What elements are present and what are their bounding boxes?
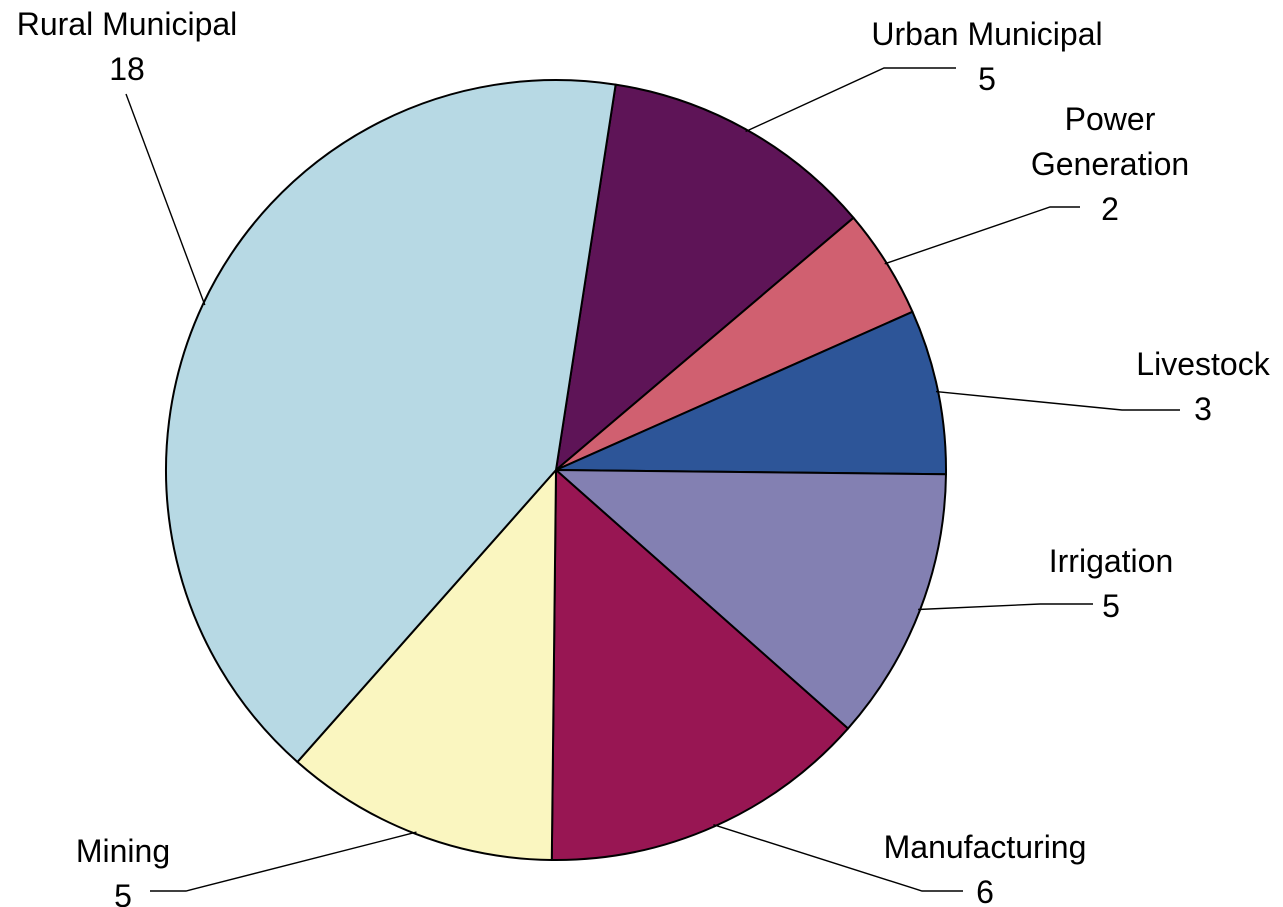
slice-label-irrigation: Irrigation <box>1049 543 1174 579</box>
pie-slice-rural-municipal <box>165 79 617 763</box>
leader-line-manufacturing <box>713 824 963 892</box>
leader-line-mining <box>150 831 417 892</box>
leader-line-power-generation <box>884 206 1080 265</box>
slice-label-rural-municipal: Rural Municipal <box>17 6 238 42</box>
slice-value-manufacturing: 6 <box>976 874 994 907</box>
slice-value-livestock: 3 <box>1194 391 1212 427</box>
leader-line-irrigation <box>918 603 1093 611</box>
leader-line-livestock <box>935 390 1180 411</box>
slice-labels: Urban Municipal 5 Power Generation 2 Livestoc… <box>17 6 1271 907</box>
slice-value-irrigation: 5 <box>1102 588 1120 624</box>
slice-label-power-generation-line-2: Generation <box>1031 146 1189 182</box>
leader-line-rural-municipal <box>125 93 206 306</box>
pie-slice-urban-municipal <box>555 83 855 471</box>
slice-value-power-generation: 2 <box>1101 191 1119 227</box>
pie-slice-manufacturing <box>550 469 849 861</box>
slice-label-urban-municipal: Urban Municipal <box>871 16 1102 52</box>
pie-slices <box>165 79 947 861</box>
slice-label-mining: Mining <box>76 833 170 869</box>
slice-label-power-generation-line-1: Power <box>1065 101 1156 137</box>
pie-slice-irrigation <box>555 469 947 730</box>
leader-line-urban-municipal <box>745 67 956 133</box>
slice-value-rural-municipal: 18 <box>109 51 145 87</box>
pie-slice-mining <box>296 469 557 861</box>
slice-value-urban-municipal: 5 <box>978 61 996 97</box>
slice-label-livestock: Livestock <box>1136 346 1270 382</box>
leader-lines <box>125 67 1180 892</box>
slice-label-manufacturing: Manufacturing <box>884 829 1087 865</box>
slice-value-mining: 5 <box>114 878 132 907</box>
